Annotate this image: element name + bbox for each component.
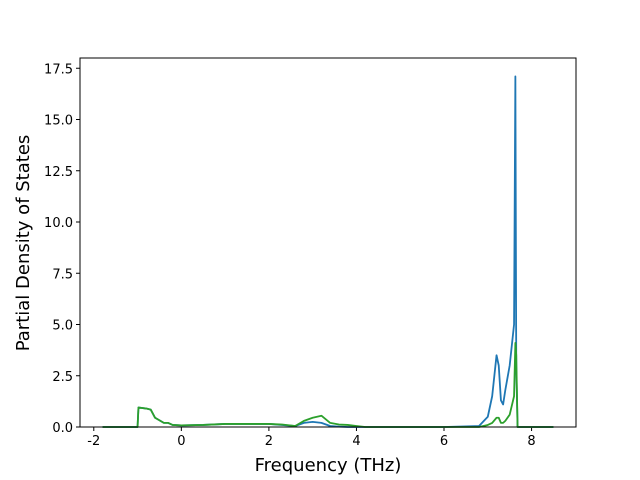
x-tick-label: 8 bbox=[527, 434, 535, 449]
y-tick-label: 15.0 bbox=[44, 114, 73, 129]
y-tick-label: 17.5 bbox=[44, 62, 73, 77]
x-axis-label: Frequency (THz) bbox=[255, 455, 402, 476]
x-tick-label: 4 bbox=[352, 434, 360, 449]
x-tick-label: -2 bbox=[87, 434, 100, 449]
x-tick-label: 0 bbox=[177, 434, 185, 449]
series-line bbox=[102, 75, 554, 428]
y-tick-label: 7.5 bbox=[52, 267, 73, 282]
x-tick-label: 2 bbox=[265, 434, 273, 449]
y-tick-label: 0.0 bbox=[52, 421, 73, 436]
series-line bbox=[102, 342, 554, 428]
y-tick-label: 10.0 bbox=[44, 216, 73, 231]
y-tick-label: 5.0 bbox=[52, 319, 73, 334]
plot-frame bbox=[79, 57, 577, 428]
y-tick-label: 2.5 bbox=[52, 370, 73, 385]
y-tick-label: 12.5 bbox=[44, 165, 73, 180]
y-axis-label: Partial Density of States bbox=[13, 135, 34, 352]
x-tick-label: 6 bbox=[440, 434, 448, 449]
